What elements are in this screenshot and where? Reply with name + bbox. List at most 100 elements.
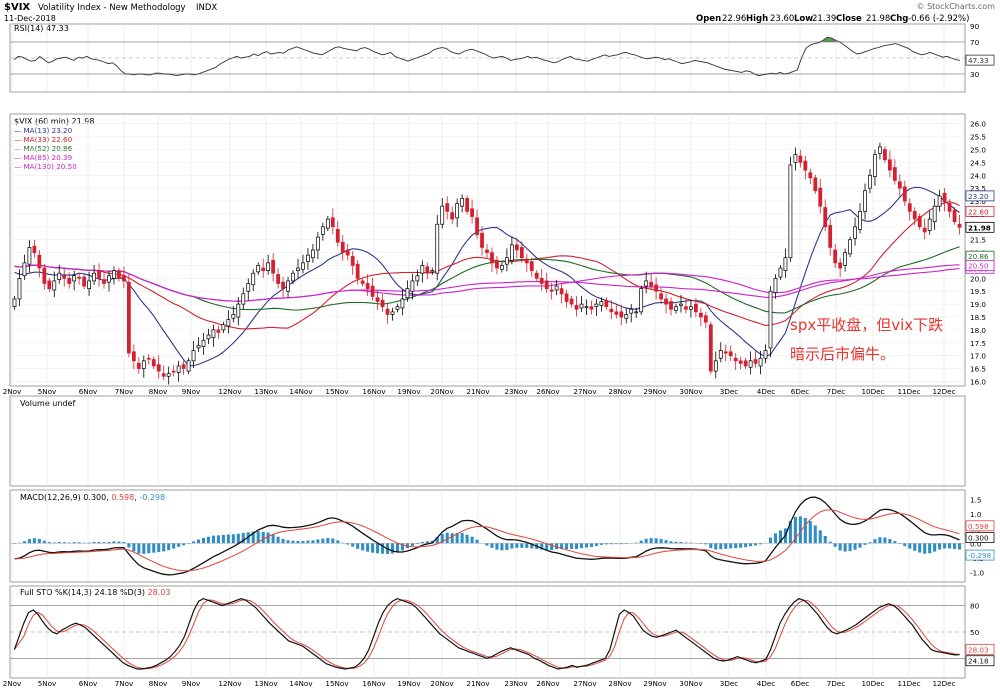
macd-tick-label: 1.0	[970, 510, 982, 519]
macd-histogram-bar	[639, 540, 643, 544]
macd-histogram-bar	[759, 543, 763, 545]
candle	[435, 214, 440, 281]
macd-histogram-bar	[410, 543, 414, 546]
svg-text:0.598: 0.598	[968, 522, 989, 531]
value-tag: 21.98	[965, 221, 995, 233]
macd-tick-label: -1.0	[970, 569, 984, 578]
candle	[196, 337, 201, 353]
candle	[495, 256, 499, 275]
rsi-tick-label: 90	[970, 22, 980, 31]
candle	[505, 248, 509, 272]
macd-histogram-bar	[107, 541, 111, 544]
macd-histogram-bar	[515, 543, 519, 548]
macd-histogram-bar	[321, 538, 325, 544]
macd-histogram-bar	[579, 543, 584, 549]
macd-histogram-bar	[261, 532, 265, 544]
macd-histogram-bar	[172, 543, 176, 549]
macd-histogram-bar	[853, 543, 857, 550]
candle	[937, 189, 942, 212]
ma130-legend: — MA(130) 20.50	[14, 162, 77, 171]
x-tick-label: 20Nov	[430, 387, 454, 396]
candle	[231, 306, 236, 323]
macd-histogram-bar	[356, 543, 360, 549]
x-tick-label: 8Nov	[149, 679, 168, 688]
candle	[892, 159, 897, 185]
macd-histogram-bar	[604, 543, 608, 545]
candle	[440, 197, 445, 229]
x-tick-label: 23Nov	[504, 679, 528, 688]
candle	[519, 241, 524, 263]
macd-histogram-bar	[659, 539, 663, 544]
macd-histogram-bar	[619, 543, 623, 545]
candle	[922, 218, 927, 240]
candle	[211, 324, 216, 347]
macd-histogram-bar	[306, 540, 310, 544]
macd-histogram-bar	[614, 543, 618, 545]
macd-histogram-bar	[22, 541, 26, 544]
candle	[395, 303, 400, 313]
low-label: Low	[794, 14, 813, 24]
macd-histogram-bar	[465, 534, 469, 544]
macd-histogram-bar	[251, 531, 255, 544]
macd-histogram-bar	[17, 542, 22, 544]
candle	[813, 174, 818, 194]
ma33-legend: — MA(33) 22.60	[14, 135, 73, 144]
rsi-line	[13, 36, 960, 77]
macd-histogram-bar	[485, 543, 489, 546]
rsi-layer	[10, 36, 965, 77]
candle	[281, 277, 285, 298]
x-tick-label: 14Nov	[289, 679, 313, 688]
candle	[808, 168, 813, 185]
macd-histogram-bar	[72, 542, 76, 544]
candle	[256, 262, 261, 275]
candle	[599, 297, 604, 312]
macd-histogram-bar	[943, 543, 947, 549]
candle	[171, 364, 176, 377]
candle	[783, 248, 788, 278]
candle	[803, 155, 808, 180]
macd-histogram-bar	[545, 543, 549, 550]
candle	[584, 299, 589, 315]
x-tick-label: 9Nov	[182, 679, 201, 688]
candle	[559, 283, 564, 304]
macd-histogram-bar	[823, 535, 827, 544]
sto-layer	[10, 597, 965, 670]
candle	[57, 264, 62, 284]
candle	[644, 271, 649, 294]
macd-histogram-bar	[903, 543, 907, 547]
chg-label: Chg	[890, 14, 908, 24]
x-tick-label: 13Nov	[254, 679, 278, 688]
sto-tick-label: 50	[970, 628, 980, 637]
macd-histogram-bar	[634, 542, 638, 544]
candle	[723, 344, 728, 362]
macd-histogram-bar	[162, 543, 166, 552]
macd-histogram-bar	[52, 542, 56, 544]
candle	[634, 307, 639, 319]
candle	[385, 304, 390, 324]
macd-histogram-bar	[584, 543, 589, 548]
candle	[912, 207, 917, 226]
y-tick-label: 17.0	[970, 352, 986, 361]
macd-histogram-bar	[793, 516, 797, 544]
candle	[17, 269, 22, 307]
candle	[122, 266, 126, 289]
macd-histogram-bar	[371, 543, 375, 553]
x-tick-label: 12Dec	[932, 679, 955, 688]
x-tick-label: 20Nov	[430, 679, 454, 688]
macd-histogram-bar	[858, 543, 862, 548]
x-tick-label: 11Dec	[897, 387, 920, 396]
candle	[315, 231, 320, 260]
candle	[564, 289, 569, 308]
candle	[400, 289, 405, 316]
macd-histogram-bar	[500, 543, 504, 551]
candle	[201, 332, 206, 355]
candle	[544, 272, 549, 293]
macd-histogram-bar	[833, 543, 837, 547]
macd-histogram-bar	[873, 539, 877, 544]
value-tag: 22.60	[965, 205, 995, 217]
x-tick-label: 15Nov	[325, 679, 349, 688]
x-tick-label: 11Dec	[897, 679, 920, 688]
macd-histogram-bar	[147, 543, 151, 554]
macd-histogram-bar	[843, 543, 847, 552]
candle	[843, 248, 848, 272]
